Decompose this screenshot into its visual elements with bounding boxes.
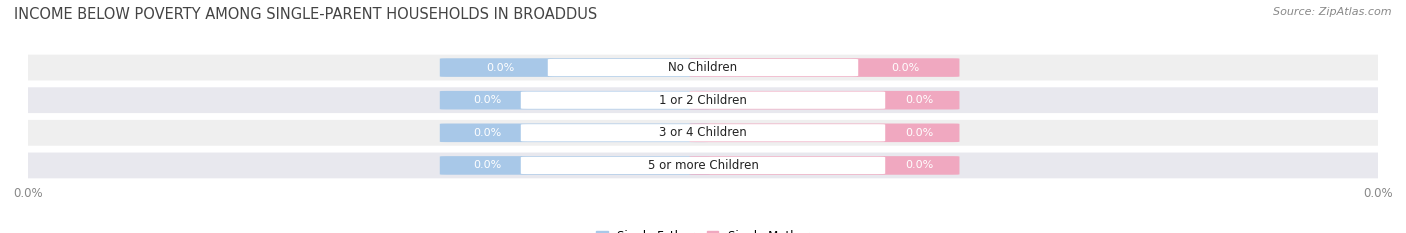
FancyBboxPatch shape bbox=[14, 55, 1392, 80]
Text: No Children: No Children bbox=[668, 61, 738, 74]
FancyBboxPatch shape bbox=[14, 87, 1392, 113]
FancyBboxPatch shape bbox=[14, 153, 1392, 178]
FancyBboxPatch shape bbox=[689, 91, 959, 110]
FancyBboxPatch shape bbox=[520, 124, 886, 141]
Text: 0.0%: 0.0% bbox=[486, 63, 515, 72]
Legend: Single Father, Single Mother: Single Father, Single Mother bbox=[592, 225, 814, 233]
FancyBboxPatch shape bbox=[689, 123, 959, 142]
Text: 0.0%: 0.0% bbox=[905, 95, 934, 105]
FancyBboxPatch shape bbox=[689, 156, 959, 175]
Text: 0.0%: 0.0% bbox=[905, 161, 934, 170]
Text: 0.0%: 0.0% bbox=[891, 63, 920, 72]
Text: Source: ZipAtlas.com: Source: ZipAtlas.com bbox=[1274, 7, 1392, 17]
Text: INCOME BELOW POVERTY AMONG SINGLE-PARENT HOUSEHOLDS IN BROADDUS: INCOME BELOW POVERTY AMONG SINGLE-PARENT… bbox=[14, 7, 598, 22]
Text: 0.0%: 0.0% bbox=[905, 128, 934, 138]
FancyBboxPatch shape bbox=[689, 58, 959, 77]
Text: 0.0%: 0.0% bbox=[472, 161, 501, 170]
Text: 0.0%: 0.0% bbox=[472, 128, 501, 138]
Text: 1 or 2 Children: 1 or 2 Children bbox=[659, 94, 747, 107]
Text: 3 or 4 Children: 3 or 4 Children bbox=[659, 126, 747, 139]
FancyBboxPatch shape bbox=[440, 123, 710, 142]
FancyBboxPatch shape bbox=[440, 156, 710, 175]
Text: 5 or more Children: 5 or more Children bbox=[648, 159, 758, 172]
FancyBboxPatch shape bbox=[520, 157, 886, 174]
FancyBboxPatch shape bbox=[440, 58, 710, 77]
FancyBboxPatch shape bbox=[440, 91, 710, 110]
Text: 0.0%: 0.0% bbox=[472, 95, 501, 105]
FancyBboxPatch shape bbox=[14, 120, 1392, 146]
FancyBboxPatch shape bbox=[520, 92, 886, 109]
FancyBboxPatch shape bbox=[548, 59, 858, 76]
